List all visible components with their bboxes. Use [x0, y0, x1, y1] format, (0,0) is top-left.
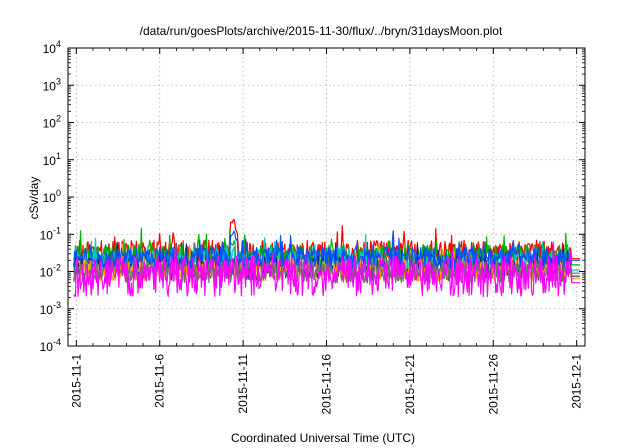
y-tick-exponent: 3	[56, 76, 61, 86]
y-tick-exponent: 0	[56, 188, 61, 198]
y-tick-exponent: -4	[53, 337, 61, 347]
x-axis-label: Coordinated Universal Time (UTC)	[231, 431, 415, 445]
x-tick-label: 2015-11-11	[236, 354, 250, 414]
x-axis-ticks: 2015-11-1 2015-11-6 2015-11-11 2015-11-16 20…	[69, 48, 584, 415]
x-tick-label: 2015-11-26	[486, 354, 500, 415]
y-tick-label: 100	[43, 188, 61, 205]
y-tick-label: 101	[43, 151, 61, 168]
series-line-blue	[73, 230, 580, 269]
y-tick-label: 103	[43, 76, 61, 93]
y-tick-label: 10-1	[40, 225, 61, 242]
y-tick-exponent: -3	[53, 300, 61, 310]
y-tick-exponent: 1	[56, 151, 61, 161]
y-tick-label: 102	[43, 114, 61, 131]
y-tick-exponent: 4	[56, 39, 61, 49]
y-tick-exponent: 2	[56, 114, 61, 124]
x-tick-label: 2015-11-16	[320, 354, 334, 415]
x-tick-label: 2015-11-6	[153, 354, 167, 408]
y-tick-exponent: -2	[53, 263, 61, 273]
y-tick-label: 104	[43, 39, 61, 56]
y-tick-label: 10-4	[40, 337, 61, 354]
y-tick-label: 10-3	[40, 300, 61, 317]
series-line-magenta	[73, 241, 580, 298]
x-tick-label: 2015-12-1	[570, 354, 584, 409]
x-tick-label: 2015-11-1	[69, 354, 83, 408]
grid	[68, 48, 585, 346]
x-tick-label: 2015-11-21	[403, 354, 417, 415]
chart-title: /data/run/goesPlots/archive/2015-11-30/f…	[140, 24, 503, 38]
y-tick-exponent: -1	[53, 225, 61, 235]
y-axis-label: cSv/day	[27, 177, 41, 220]
y-tick-label: 10-2	[40, 263, 61, 280]
series-group	[73, 218, 580, 298]
